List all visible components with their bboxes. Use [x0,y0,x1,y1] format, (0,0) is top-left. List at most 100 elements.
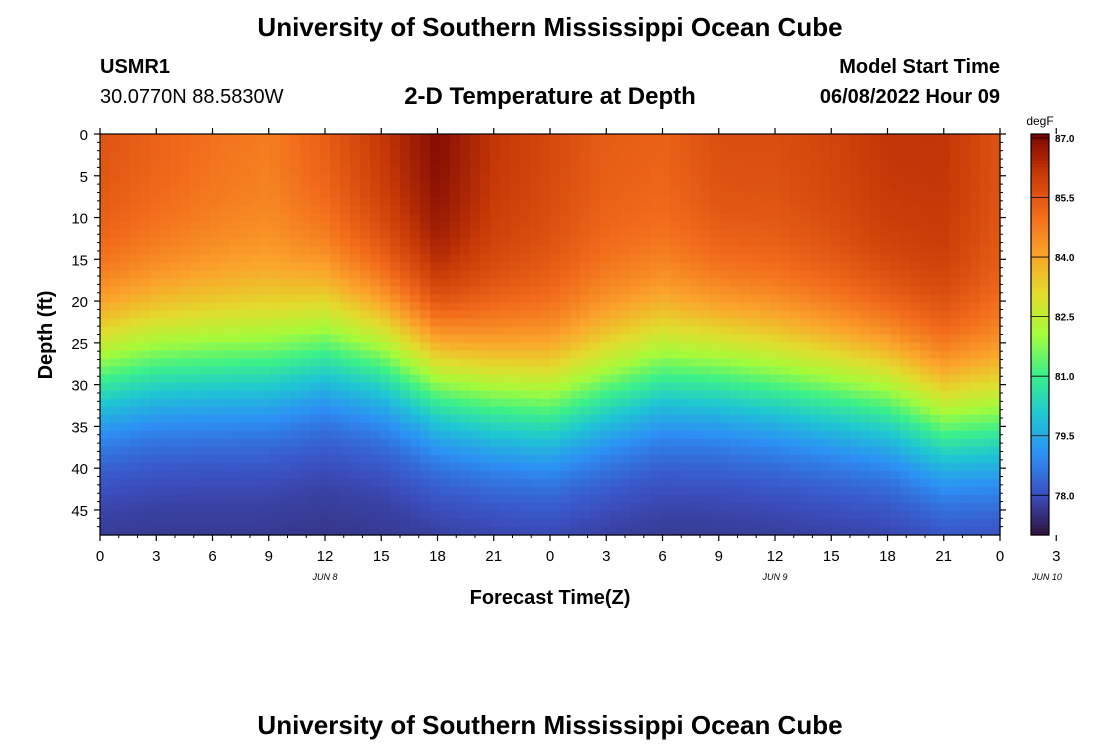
heatmap-cell [390,150,401,159]
heatmap-cell [580,446,591,456]
heatmap-cell [530,430,541,440]
heatmap-cell [170,334,181,344]
heatmap-cell [460,462,471,472]
heatmap-cell [240,366,251,376]
heatmap-cell [460,310,471,320]
heatmap-cell [400,270,411,279]
heatmap-cell [720,246,731,255]
heatmap-cell [420,246,431,255]
heatmap-cell [710,198,721,207]
heatmap-cell [670,430,681,440]
heatmap-cell [450,214,461,223]
heatmap-cell [910,166,921,175]
colorbar-segment [1031,451,1049,456]
heatmap-cell [450,518,461,528]
heatmap-cell [130,326,141,336]
heatmap-cell [800,286,811,295]
heatmap-cell [260,518,271,528]
heatmap-cell [790,526,801,536]
heatmap-cell [240,318,251,328]
heatmap-cell [280,254,291,263]
heatmap-cell [350,526,361,536]
heatmap-cell [100,438,111,448]
heatmap-cell [550,342,561,352]
heatmap-cell [200,494,211,504]
heatmap-cell [410,526,421,536]
heatmap-cell [320,494,331,504]
heatmap-cell [630,294,641,304]
heatmap-cell [540,150,551,159]
heatmap-cell [580,198,591,207]
heatmap-cell [100,350,111,360]
heatmap-cell [420,478,431,488]
heatmap-cell [670,494,681,504]
heatmap-cell [700,334,711,344]
heatmap-cell [830,462,841,472]
heatmap-cell [370,318,381,328]
heatmap-cell [760,350,771,360]
heatmap-cell [190,198,201,207]
heatmap-cell [720,486,731,496]
heatmap-cell [960,198,971,207]
heatmap-cell [620,286,631,295]
heatmap-cell [150,302,161,312]
heatmap-cell [740,278,751,287]
heatmap-cell [410,326,421,336]
heatmap-cell [870,422,881,432]
heatmap-cell [850,518,861,528]
heatmap-cell [380,150,391,159]
heatmap-cell [790,302,801,312]
heatmap-cell [480,230,491,239]
heatmap-cell [110,454,121,464]
heatmap-cell [750,198,761,207]
heatmap-cell [120,438,131,448]
heatmap-cell [180,158,191,167]
y-tick-label: 20 [71,294,88,311]
colorbar-segment [1031,140,1049,145]
colorbar-segment [1031,434,1049,439]
heatmap-cell [770,278,781,287]
heatmap-cell [280,366,291,376]
heatmap-cell [830,518,841,528]
heatmap-cell [500,358,511,368]
heatmap-cell [900,478,911,488]
heatmap-cell [320,222,331,231]
heatmap-cell [590,310,601,320]
heatmap-cell [460,470,471,480]
heatmap-cell [740,406,751,416]
heatmap-cell [290,166,301,175]
heatmap-cell [940,254,951,263]
heatmap-cell [920,166,931,175]
heatmap-cell [530,166,541,175]
heatmap-cell [710,350,721,360]
heatmap-cell [690,182,701,191]
heatmap-cell [980,230,991,239]
heatmap-cell [480,214,491,223]
heatmap-cell [270,374,281,384]
heatmap-cell [380,318,391,328]
heatmap-cell [840,310,851,320]
heatmap-cell [310,446,321,456]
heatmap-cell [760,470,771,480]
heatmap-cell [590,478,601,488]
heatmap-cell [430,406,441,416]
heatmap-cell [140,246,151,255]
heatmap-cell [860,486,871,496]
heatmap-cell [790,270,801,279]
heatmap-cell [380,334,391,344]
heatmap-cell [660,158,671,167]
heatmap-cell [610,230,621,239]
heatmap-cell [460,214,471,223]
heatmap-cell [610,334,621,344]
heatmap-cell [360,134,371,143]
heatmap-cell [730,182,741,191]
heatmap-cell [680,174,691,183]
heatmap-cell [140,334,151,344]
heatmap-cell [800,150,811,159]
heatmap-cell [770,526,781,536]
heatmap-cell [520,462,531,472]
heatmap-cell [640,510,651,520]
heatmap-cell [180,222,191,231]
heatmap-cell [830,414,841,424]
y-tick-label: 40 [71,461,88,478]
